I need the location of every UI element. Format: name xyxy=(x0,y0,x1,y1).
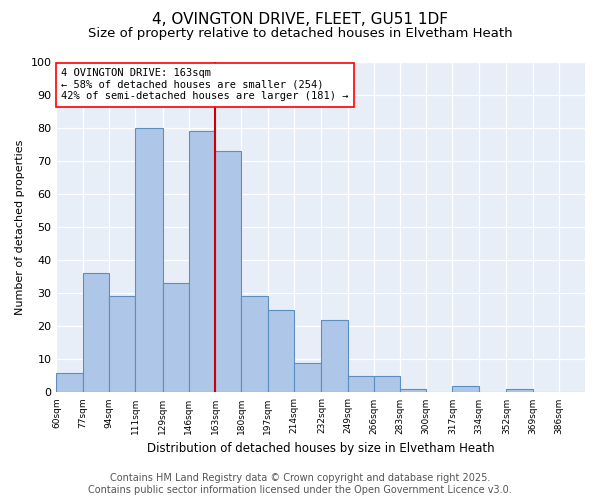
Bar xyxy=(135,128,163,392)
Text: 4, OVINGTON DRIVE, FLEET, GU51 1DF: 4, OVINGTON DRIVE, FLEET, GU51 1DF xyxy=(152,12,448,28)
Bar xyxy=(215,151,241,392)
Bar xyxy=(83,274,109,392)
Bar xyxy=(109,296,135,392)
Bar xyxy=(268,310,294,392)
Bar xyxy=(294,362,322,392)
X-axis label: Distribution of detached houses by size in Elvetham Heath: Distribution of detached houses by size … xyxy=(147,442,494,455)
Bar xyxy=(347,376,374,392)
Y-axis label: Number of detached properties: Number of detached properties xyxy=(15,140,25,314)
Bar xyxy=(400,389,426,392)
Bar xyxy=(506,389,533,392)
Text: 4 OVINGTON DRIVE: 163sqm
← 58% of detached houses are smaller (254)
42% of semi-: 4 OVINGTON DRIVE: 163sqm ← 58% of detach… xyxy=(61,68,349,102)
Text: Contains HM Land Registry data © Crown copyright and database right 2025.
Contai: Contains HM Land Registry data © Crown c… xyxy=(88,474,512,495)
Bar xyxy=(56,372,83,392)
Bar xyxy=(189,131,215,392)
Bar xyxy=(163,283,189,393)
Text: Size of property relative to detached houses in Elvetham Heath: Size of property relative to detached ho… xyxy=(88,28,512,40)
Bar xyxy=(374,376,400,392)
Bar xyxy=(322,320,347,392)
Bar xyxy=(241,296,268,392)
Bar xyxy=(452,386,479,392)
